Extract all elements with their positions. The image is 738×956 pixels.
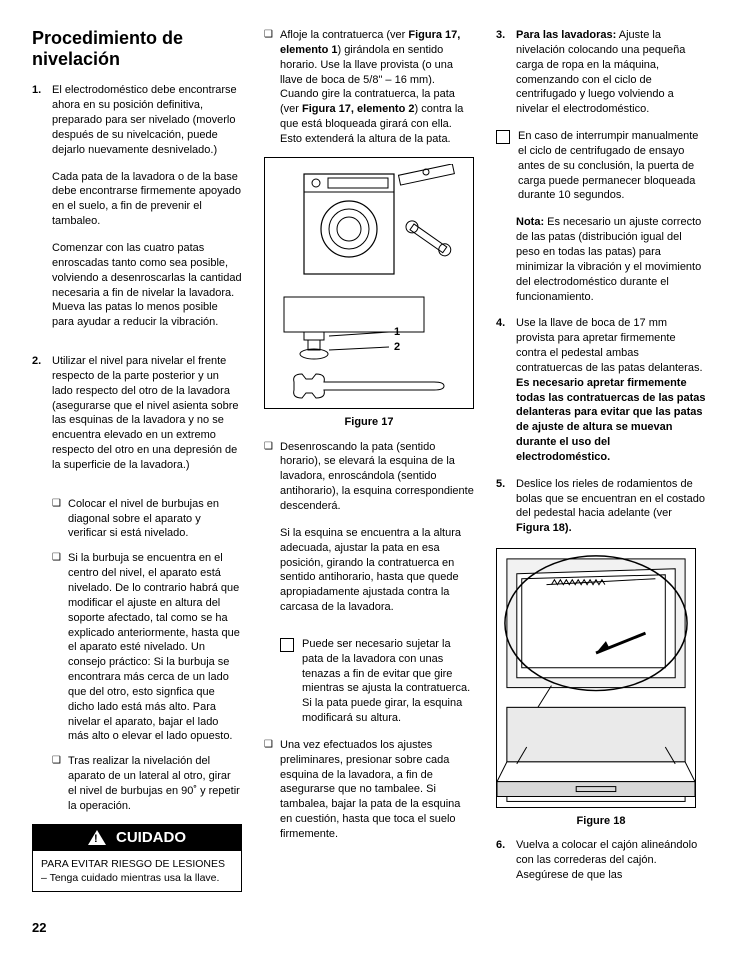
list-item-1: 1. El electrodoméstico debe encontrarse … bbox=[32, 83, 242, 342]
bullet-item: ❑ Afloje la contratuerca (ver Figura 17,… bbox=[264, 28, 474, 147]
paragraph: Vuelva a colocar el cajón alineándolo co… bbox=[516, 838, 706, 883]
bullet-item: ❑ Tras realizar la nivelación del aparat… bbox=[52, 754, 242, 813]
figure-17-foot-icon: 1 2 bbox=[274, 292, 464, 402]
bullet-text: Afloje la contratuerca (ver Figura 17, e… bbox=[280, 28, 474, 147]
note-text: Puede ser necesario sujetar la pata de l… bbox=[302, 637, 474, 726]
item-number: 4. bbox=[496, 316, 516, 464]
bullet-marker: ❑ bbox=[52, 497, 68, 542]
warning-header: CUIDADO bbox=[33, 825, 241, 851]
checkbox-icon bbox=[280, 638, 294, 652]
note-item: Puede ser necesario sujetar la pata de l… bbox=[280, 637, 474, 726]
figure-17-caption: Figure 17 bbox=[264, 415, 474, 430]
list-item-2: 2. Utilizar el nivel para nivelar el fre… bbox=[32, 354, 242, 485]
figure-17: 1 2 bbox=[264, 157, 474, 409]
note-text: En caso de interrumpir manualmente el ci… bbox=[518, 129, 706, 203]
bullet-text: Desenroscando la pata (sentido horario),… bbox=[280, 440, 474, 514]
bullet-marker: ❑ bbox=[264, 440, 280, 627]
checkbox-icon bbox=[496, 130, 510, 144]
paragraph: Si la esquina se encuentra a la altura a… bbox=[280, 526, 474, 615]
callout-2: 2 bbox=[394, 341, 400, 353]
item-number: 3. bbox=[496, 28, 516, 117]
list-item-3: 3. Para las lavadoras: Ajuste la nivelac… bbox=[496, 28, 706, 117]
callout-1: 1 bbox=[394, 326, 400, 338]
bullet-marker: ❑ bbox=[264, 28, 280, 147]
column-2: ❑ Afloje la contratuerca (ver Figura 17,… bbox=[264, 28, 474, 895]
list-item-4: 4. Use la llave de boca de 17 mm provist… bbox=[496, 316, 706, 464]
paragraph: Cada pata de la lavadora o de la base de… bbox=[52, 170, 242, 229]
warning-body: PARA EVITAR RIESGO DE LESIONES – Tenga c… bbox=[33, 851, 241, 891]
column-3: 3. Para las lavadoras: Ajuste la nivelac… bbox=[496, 28, 706, 895]
figure-18-caption: Figure 18 bbox=[496, 814, 706, 829]
figure-18 bbox=[496, 548, 696, 807]
paragraph: Comenzar con las cuatro patas enroscadas… bbox=[52, 241, 242, 330]
warning-box: CUIDADO PARA EVITAR RIESGO DE LESIONES –… bbox=[32, 824, 242, 893]
item-number: 6. bbox=[496, 838, 516, 883]
page-title: Procedimiento de nivelación bbox=[32, 28, 242, 69]
bullet-item: ❑ Colocar el nivel de burbujas en diagon… bbox=[52, 497, 242, 542]
list-item-6: 6. Vuelva a colocar el cajón alineándolo… bbox=[496, 838, 706, 883]
note-item: En caso de interrumpir manualmente el ci… bbox=[496, 129, 706, 203]
bullet-text: Tras realizar la nivelación del aparato … bbox=[68, 754, 242, 813]
bullet-marker: ❑ bbox=[52, 754, 68, 813]
list-item-5: 5. Deslice los rieles de rodamientos de … bbox=[496, 477, 706, 536]
paragraph: Utilizar el nivel para nivelar el frente… bbox=[52, 354, 242, 473]
item-number: 1. bbox=[32, 83, 52, 342]
item-number: 5. bbox=[496, 477, 516, 536]
paragraph: El electrodoméstico debe encontrarse aho… bbox=[52, 83, 242, 157]
bullet-text: Si la burbuja se encuentra en el centro … bbox=[68, 551, 242, 744]
bullet-item: ❑ Desenroscando la pata (sentido horario… bbox=[264, 440, 474, 627]
paragraph: Deslice los rieles de rodamientos de bol… bbox=[516, 477, 706, 536]
page-number: 22 bbox=[32, 919, 706, 937]
bullet-marker: ❑ bbox=[264, 738, 280, 842]
bullet-text: Colocar el nivel de burbujas en diagonal… bbox=[68, 497, 242, 542]
bullet-marker: ❑ bbox=[52, 551, 68, 744]
paragraph: Use la llave de boca de 17 mm provista p… bbox=[516, 316, 706, 464]
paragraph: Para las lavadoras: Ajuste la nivelación… bbox=[516, 28, 706, 117]
item-number: 2. bbox=[32, 354, 52, 485]
bullet-item: ❑ Si la burbuja se encuentra en el centr… bbox=[52, 551, 242, 744]
note-paragraph: Nota: Es necesario un ajuste correcto de… bbox=[516, 215, 706, 304]
figure-17-washer-icon bbox=[274, 164, 464, 284]
column-1: Procedimiento de nivelación 1. El electr… bbox=[32, 28, 242, 895]
bullet-text: Una vez efectuados los ajustes prelimina… bbox=[280, 738, 474, 842]
bullet-item: ❑ Una vez efectuados los ajustes prelimi… bbox=[264, 738, 474, 842]
warning-triangle-icon bbox=[88, 830, 106, 845]
warning-title: CUIDADO bbox=[116, 828, 186, 848]
